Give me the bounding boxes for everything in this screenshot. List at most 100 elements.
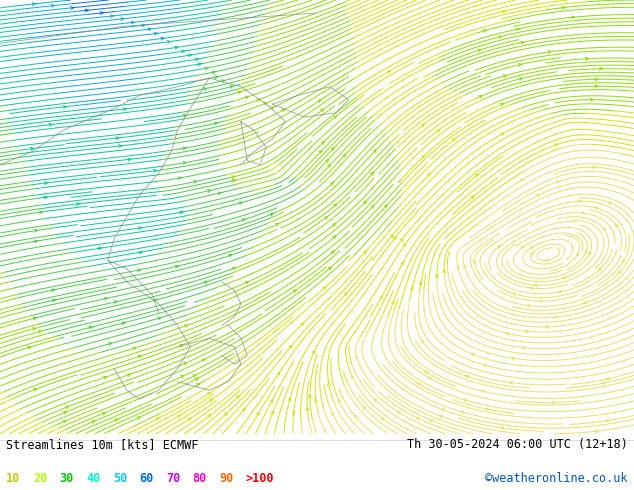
FancyArrowPatch shape xyxy=(281,109,285,112)
FancyArrowPatch shape xyxy=(578,200,581,202)
Text: >100: >100 xyxy=(246,472,275,486)
FancyArrowPatch shape xyxy=(51,289,55,292)
FancyArrowPatch shape xyxy=(465,375,469,378)
FancyArrowPatch shape xyxy=(256,412,259,416)
Text: 50: 50 xyxy=(113,472,127,486)
FancyArrowPatch shape xyxy=(536,195,540,197)
FancyArrowPatch shape xyxy=(400,238,403,242)
FancyArrowPatch shape xyxy=(194,180,197,183)
FancyArrowPatch shape xyxy=(270,213,273,216)
FancyArrowPatch shape xyxy=(178,177,181,179)
FancyArrowPatch shape xyxy=(51,4,55,7)
FancyArrowPatch shape xyxy=(417,418,420,420)
FancyArrowPatch shape xyxy=(245,282,249,284)
FancyArrowPatch shape xyxy=(139,251,142,254)
FancyArrowPatch shape xyxy=(301,323,304,326)
FancyArrowPatch shape xyxy=(344,293,347,296)
FancyArrowPatch shape xyxy=(333,236,336,239)
FancyArrowPatch shape xyxy=(131,21,134,24)
FancyArrowPatch shape xyxy=(32,2,35,5)
FancyArrowPatch shape xyxy=(356,356,358,359)
FancyArrowPatch shape xyxy=(534,284,537,287)
FancyArrowPatch shape xyxy=(436,129,439,132)
FancyArrowPatch shape xyxy=(202,359,205,362)
FancyArrowPatch shape xyxy=(116,137,119,140)
FancyArrowPatch shape xyxy=(195,378,198,381)
FancyArrowPatch shape xyxy=(232,176,235,178)
FancyArrowPatch shape xyxy=(516,28,519,31)
FancyArrowPatch shape xyxy=(552,401,555,404)
FancyArrowPatch shape xyxy=(338,399,340,402)
FancyArrowPatch shape xyxy=(44,182,47,185)
FancyArrowPatch shape xyxy=(585,250,588,253)
Text: Streamlines 10m [kts] ECMWF: Streamlines 10m [kts] ECMWF xyxy=(6,438,198,451)
FancyArrowPatch shape xyxy=(224,413,227,416)
FancyArrowPatch shape xyxy=(545,259,548,262)
FancyArrowPatch shape xyxy=(472,353,475,356)
FancyArrowPatch shape xyxy=(391,301,394,304)
FancyArrowPatch shape xyxy=(323,287,326,290)
Text: ©weatheronline.co.uk: ©weatheronline.co.uk xyxy=(485,472,628,486)
FancyArrowPatch shape xyxy=(343,154,346,157)
FancyArrowPatch shape xyxy=(207,392,210,395)
FancyArrowPatch shape xyxy=(77,203,79,205)
FancyArrowPatch shape xyxy=(34,240,37,243)
FancyArrowPatch shape xyxy=(595,430,597,433)
FancyArrowPatch shape xyxy=(103,376,107,379)
FancyArrowPatch shape xyxy=(180,344,183,347)
FancyArrowPatch shape xyxy=(33,317,36,320)
FancyArrowPatch shape xyxy=(242,219,245,221)
FancyArrowPatch shape xyxy=(562,6,565,9)
FancyArrowPatch shape xyxy=(463,266,467,269)
FancyArrowPatch shape xyxy=(398,412,401,414)
FancyArrowPatch shape xyxy=(214,122,217,125)
Text: Th 30-05-2024 06:00 UTC (12+18): Th 30-05-2024 06:00 UTC (12+18) xyxy=(407,438,628,451)
FancyArrowPatch shape xyxy=(500,133,503,136)
FancyArrowPatch shape xyxy=(207,190,210,193)
FancyArrowPatch shape xyxy=(188,418,191,421)
FancyArrowPatch shape xyxy=(27,346,30,349)
FancyArrowPatch shape xyxy=(178,415,181,417)
FancyArrowPatch shape xyxy=(371,205,374,208)
FancyArrowPatch shape xyxy=(276,223,279,226)
Text: 30: 30 xyxy=(60,472,74,486)
FancyArrowPatch shape xyxy=(419,282,422,285)
FancyArrowPatch shape xyxy=(270,400,273,403)
FancyArrowPatch shape xyxy=(461,411,463,414)
FancyArrowPatch shape xyxy=(204,281,207,284)
FancyArrowPatch shape xyxy=(63,412,67,414)
FancyArrowPatch shape xyxy=(502,10,505,13)
FancyArrowPatch shape xyxy=(184,363,186,365)
FancyArrowPatch shape xyxy=(208,415,211,417)
FancyArrowPatch shape xyxy=(605,419,609,422)
FancyArrowPatch shape xyxy=(175,46,178,49)
FancyArrowPatch shape xyxy=(154,32,157,35)
FancyArrowPatch shape xyxy=(457,266,460,269)
FancyArrowPatch shape xyxy=(422,340,424,343)
FancyArrowPatch shape xyxy=(222,80,224,82)
FancyArrowPatch shape xyxy=(218,192,221,195)
FancyArrowPatch shape xyxy=(443,270,446,272)
FancyArrowPatch shape xyxy=(332,413,334,416)
FancyArrowPatch shape xyxy=(600,68,602,70)
FancyArrowPatch shape xyxy=(108,343,112,345)
FancyArrowPatch shape xyxy=(599,267,602,270)
FancyArrowPatch shape xyxy=(393,237,396,240)
FancyArrowPatch shape xyxy=(333,116,337,119)
FancyArrowPatch shape xyxy=(277,372,280,375)
FancyArrowPatch shape xyxy=(198,63,201,66)
FancyArrowPatch shape xyxy=(183,147,186,150)
FancyArrowPatch shape xyxy=(521,179,523,182)
FancyArrowPatch shape xyxy=(318,100,321,102)
FancyArrowPatch shape xyxy=(328,382,330,385)
FancyArrowPatch shape xyxy=(325,160,328,163)
FancyArrowPatch shape xyxy=(559,290,562,293)
FancyArrowPatch shape xyxy=(590,98,593,101)
FancyArrowPatch shape xyxy=(102,413,105,415)
FancyArrowPatch shape xyxy=(63,420,66,423)
Text: 40: 40 xyxy=(86,472,100,486)
FancyArrowPatch shape xyxy=(374,399,377,402)
FancyArrowPatch shape xyxy=(428,377,431,380)
FancyArrowPatch shape xyxy=(618,270,621,273)
FancyArrowPatch shape xyxy=(215,76,217,78)
